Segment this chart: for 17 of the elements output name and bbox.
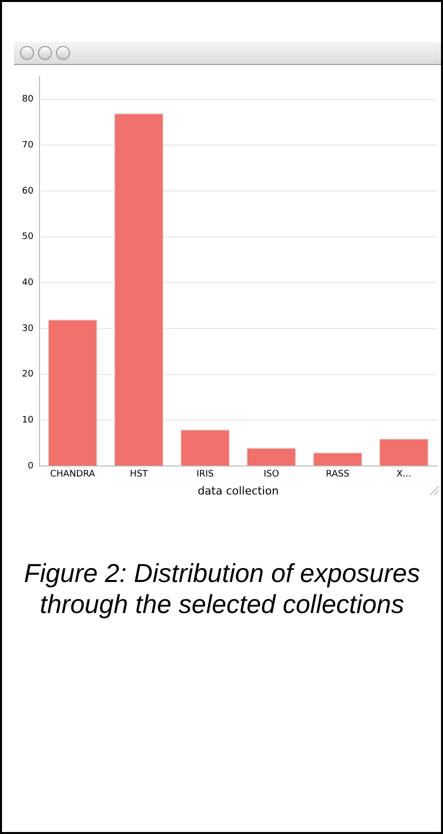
y-tick-label: 30	[22, 324, 34, 334]
y-tick-label: 10	[22, 416, 34, 426]
x-tick-label: HST	[130, 470, 148, 480]
x-tick-label: ISO	[264, 470, 280, 480]
x-tick-label: IRIS	[196, 470, 214, 480]
y-tick-label: 80	[22, 94, 34, 105]
x-tick-label: RASS	[326, 470, 350, 480]
y-tick-label: 0	[28, 461, 34, 472]
x-axis-title: data collection	[198, 484, 279, 498]
y-tick-label: 40	[22, 278, 34, 288]
x-tick-label: X...	[396, 470, 412, 480]
x-tick-label: CHANDRA	[50, 470, 96, 480]
caption: Figure 2: Distribution of exposures through the selected collections	[23, 558, 421, 620]
y-tick-label: 50	[22, 232, 34, 242]
y-tick-label: 60	[22, 186, 34, 196]
y-tick-label: 20	[22, 370, 34, 380]
y-tick-label: 70	[22, 140, 34, 150]
